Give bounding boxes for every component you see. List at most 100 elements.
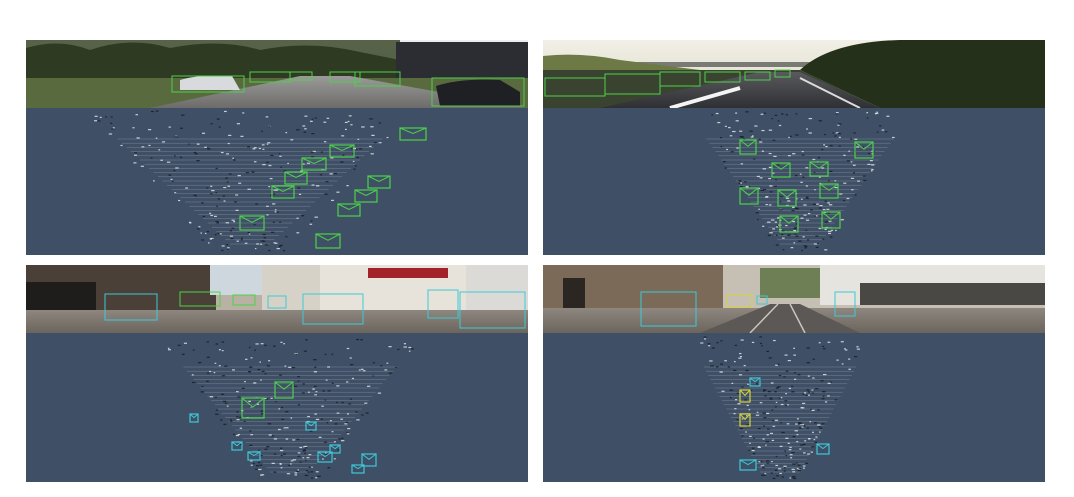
point	[362, 370, 366, 372]
point	[843, 348, 846, 350]
point	[808, 438, 810, 440]
point	[856, 146, 860, 148]
point	[192, 381, 196, 384]
point	[311, 133, 315, 135]
point	[258, 468, 262, 471]
box-edge	[329, 444, 341, 450]
point	[354, 165, 357, 167]
point	[744, 181, 747, 183]
box	[354, 189, 378, 203]
point	[280, 406, 284, 409]
point	[783, 376, 786, 378]
point	[756, 175, 760, 178]
point	[257, 369, 261, 371]
point	[256, 403, 260, 405]
point	[279, 244, 283, 247]
point	[739, 355, 742, 358]
point	[793, 477, 797, 480]
point	[841, 363, 844, 365]
point	[772, 139, 776, 141]
point	[236, 411, 239, 413]
point	[853, 132, 856, 134]
point	[798, 467, 802, 469]
point	[403, 346, 407, 348]
point	[210, 123, 213, 125]
point	[320, 418, 323, 420]
point	[729, 396, 732, 399]
point	[854, 138, 858, 140]
bev-panel	[543, 333, 1045, 482]
point	[302, 163, 305, 165]
point	[279, 374, 282, 376]
point	[206, 187, 209, 189]
box	[247, 451, 261, 461]
box	[399, 127, 427, 141]
point	[168, 174, 172, 176]
point	[891, 136, 895, 139]
point	[790, 247, 794, 249]
point	[797, 374, 801, 376]
point	[760, 465, 763, 467]
point	[105, 116, 107, 118]
point	[120, 144, 123, 147]
point	[748, 435, 752, 437]
point	[313, 385, 317, 387]
point	[346, 347, 350, 350]
point	[805, 462, 808, 464]
point	[814, 422, 817, 424]
point	[209, 370, 212, 373]
point	[787, 359, 791, 362]
point	[239, 416, 242, 418]
point	[765, 441, 770, 443]
box	[819, 183, 839, 199]
box	[739, 139, 757, 155]
point	[150, 110, 154, 113]
point	[752, 453, 756, 455]
point	[282, 249, 285, 252]
point	[799, 423, 803, 426]
point	[370, 153, 374, 155]
point	[207, 148, 211, 150]
point	[715, 366, 719, 368]
point	[233, 221, 236, 223]
point	[804, 440, 807, 442]
point	[250, 460, 253, 462]
point	[793, 354, 796, 356]
point	[250, 464, 253, 466]
point	[805, 219, 810, 221]
point	[827, 212, 830, 214]
point	[738, 182, 742, 185]
point	[250, 434, 253, 436]
point	[273, 345, 276, 347]
point	[285, 411, 289, 413]
point	[763, 474, 767, 476]
point	[290, 417, 293, 419]
point	[799, 448, 802, 450]
point	[803, 204, 807, 206]
point	[720, 340, 723, 342]
point	[297, 469, 300, 471]
point	[794, 207, 798, 209]
point	[834, 135, 837, 137]
point	[195, 195, 197, 197]
point	[753, 437, 755, 439]
point	[253, 147, 257, 149]
point	[788, 449, 792, 451]
point	[230, 238, 234, 240]
point	[108, 133, 113, 135]
point	[304, 447, 308, 449]
point	[239, 443, 242, 446]
point	[763, 417, 767, 419]
point	[329, 420, 332, 422]
point	[795, 134, 799, 136]
point	[214, 362, 217, 364]
point	[273, 189, 277, 191]
point	[315, 418, 320, 421]
point	[819, 205, 823, 207]
point	[823, 144, 826, 146]
point	[703, 336, 707, 338]
point	[766, 434, 769, 436]
point	[768, 204, 772, 206]
point	[309, 120, 313, 122]
point	[167, 347, 170, 349]
